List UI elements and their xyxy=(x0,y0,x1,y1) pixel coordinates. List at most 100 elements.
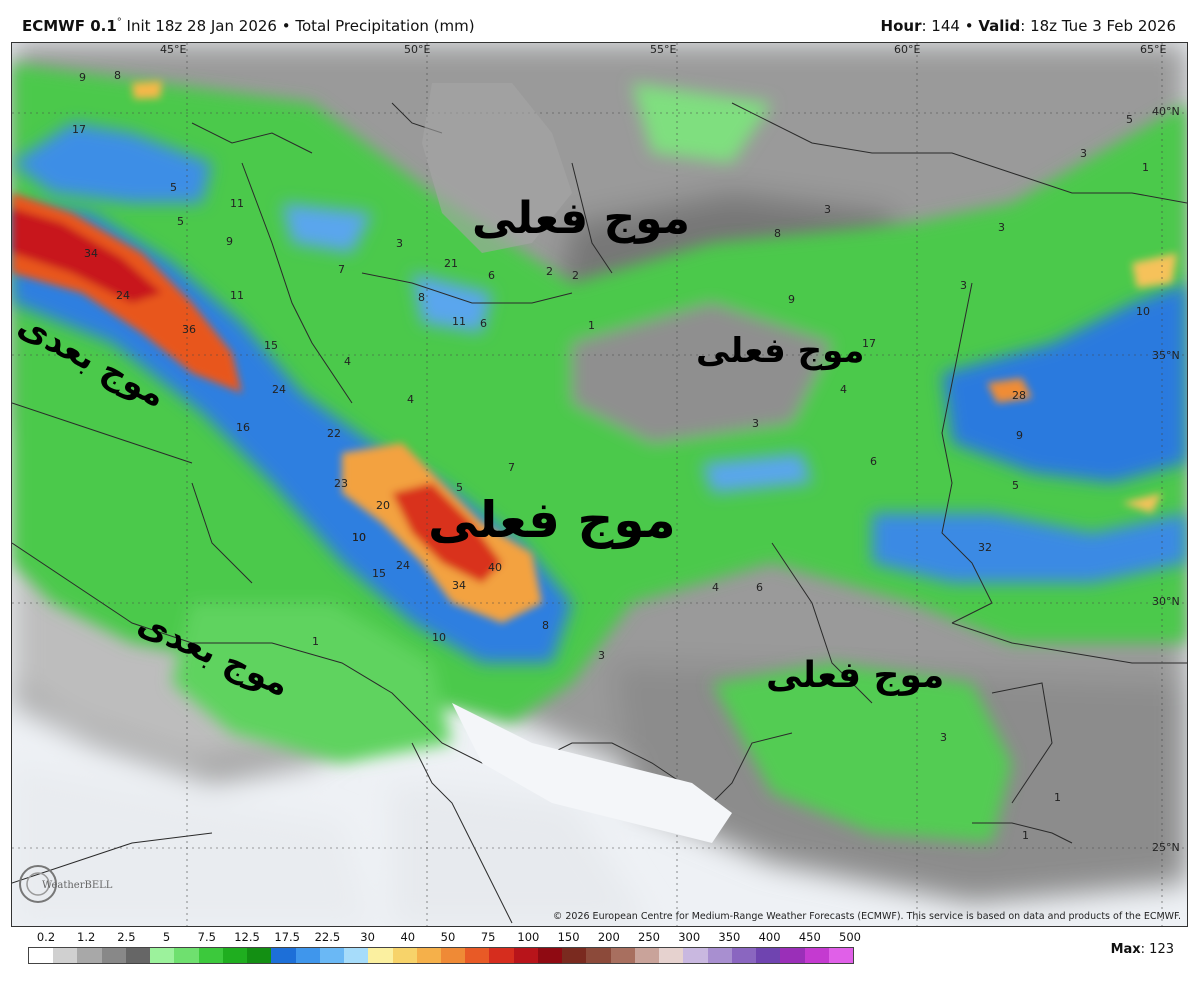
value-label: 8 xyxy=(418,291,425,304)
max-number: : 123 xyxy=(1140,942,1174,957)
value-label: 5 xyxy=(177,215,184,228)
legend-tick: 50 xyxy=(440,930,456,944)
value-label: 15 xyxy=(264,339,278,352)
legend-tick: 40 xyxy=(400,930,416,944)
value-label: 6 xyxy=(488,269,495,282)
value-label: 11 xyxy=(452,315,466,328)
value-label: 4 xyxy=(344,355,351,368)
legend-tick: 17.5 xyxy=(274,930,300,944)
value-label: 2 xyxy=(546,265,553,278)
value-label: 9 xyxy=(1016,429,1023,442)
value-label: 16 xyxy=(236,421,250,434)
lat-label-30: 30°N xyxy=(1152,595,1180,608)
legend-swatch xyxy=(416,948,441,963)
value-label: 24 xyxy=(272,383,286,396)
value-label: 9 xyxy=(788,293,795,306)
legend-swatch xyxy=(368,948,393,963)
value-label: 8 xyxy=(542,619,549,632)
legend-colorbar xyxy=(28,947,854,964)
legend-tick: 450 xyxy=(798,930,821,944)
legend-tick: 0.2 xyxy=(36,930,56,944)
legend-swatch xyxy=(804,948,829,963)
hour-label: Hour xyxy=(880,17,922,35)
value-label: 9 xyxy=(79,71,86,84)
model-name: ECMWF 0.1 xyxy=(22,17,117,35)
legend-tick: 350 xyxy=(718,930,741,944)
data-credit: © 2026 European Centre for Medium-Range … xyxy=(552,911,1181,922)
valid-value: : 18z Tue 3 Feb 2026 xyxy=(1020,17,1176,35)
legend-tick: 400 xyxy=(758,930,781,944)
legend-swatch xyxy=(174,948,199,963)
value-label: 6 xyxy=(480,317,487,330)
value-label: 4 xyxy=(407,393,414,406)
value-label: 34 xyxy=(84,247,98,260)
legend-swatch xyxy=(707,948,732,963)
legend-swatch xyxy=(150,948,175,963)
water-bodies xyxy=(422,83,732,843)
legend-tick: 1.2 xyxy=(77,930,96,944)
legend-swatch xyxy=(101,948,126,963)
value-label: 9 xyxy=(226,235,233,248)
hour-value: : 144 xyxy=(921,17,960,35)
legend-swatch xyxy=(683,948,708,963)
value-label: 1 xyxy=(1054,791,1061,804)
value-label: 5 xyxy=(456,481,463,494)
separator: • xyxy=(276,17,296,35)
legend-tick: 12.5 xyxy=(234,930,260,944)
legend-tick: 200 xyxy=(597,930,620,944)
weatherbell-logo: WeatherBELL xyxy=(18,860,128,908)
value-label: 22 xyxy=(327,427,341,440)
legend-swatch xyxy=(562,948,587,963)
legend-swatch xyxy=(319,948,345,963)
value-label: 17 xyxy=(72,123,86,136)
svg-text:WeatherBELL: WeatherBELL xyxy=(42,880,113,891)
value-label: 3 xyxy=(960,279,967,292)
legend-swatch xyxy=(465,948,490,963)
legend-swatch xyxy=(610,948,635,963)
separator-2: • xyxy=(959,17,979,35)
annotation-current-wave: موج فعلی xyxy=(696,331,865,371)
legend-swatch xyxy=(731,948,757,963)
legend-tick: 2.5 xyxy=(117,930,136,944)
value-label: 3 xyxy=(396,237,403,250)
legend-tick: 75 xyxy=(480,930,496,944)
value-label: 11 xyxy=(230,289,244,302)
lon-label-55: 55°E xyxy=(650,43,677,56)
value-label: 40 xyxy=(488,561,502,574)
value-label: 34 xyxy=(452,579,466,592)
value-label: 10 xyxy=(352,531,366,544)
header: ECMWF 0.1° Init 18z 28 Jan 2026 • Total … xyxy=(0,0,1198,40)
value-label: 4 xyxy=(840,383,847,396)
value-label: 20 xyxy=(376,499,390,512)
lat-label-35: 35°N xyxy=(1152,349,1180,362)
legend-swatch xyxy=(392,948,417,963)
legend-tick: 300 xyxy=(678,930,701,944)
precipitation-map: 45°E 50°E 55°E 60°E 65°E 40°N 35°N 30°N … xyxy=(11,42,1188,927)
legend-tick: 30 xyxy=(360,930,375,944)
legend-tick: 22.5 xyxy=(314,930,341,944)
product-name: Total Precipitation (mm) xyxy=(295,17,475,35)
value-label: 3 xyxy=(824,203,831,216)
value-label: 11 xyxy=(230,197,244,210)
value-label: 15 xyxy=(372,567,386,580)
value-label: 7 xyxy=(338,263,345,276)
lon-label-45: 45°E xyxy=(160,43,187,56)
value-label: 1 xyxy=(312,635,319,648)
extreme-precip-layer xyxy=(12,81,1177,623)
legend-swatch xyxy=(780,948,805,963)
legend-swatch xyxy=(756,948,781,963)
value-label: 28 xyxy=(1012,389,1026,402)
legend-tick: 7.5 xyxy=(197,930,216,944)
value-label: 1 xyxy=(1142,161,1149,174)
annotation-current-wave: موج فعلی xyxy=(766,655,945,696)
value-label: 23 xyxy=(334,477,348,490)
graticule xyxy=(12,43,1187,926)
legend-swatch xyxy=(125,948,151,963)
legend-swatch xyxy=(659,948,684,963)
legend-swatch xyxy=(247,948,272,963)
valid-label: Valid xyxy=(978,17,1021,35)
max-value: Max: 123 xyxy=(1111,942,1174,957)
value-label: 8 xyxy=(114,69,121,82)
annotation-current-wave: موج فعلی xyxy=(472,193,690,244)
value-label: 36 xyxy=(182,323,196,336)
